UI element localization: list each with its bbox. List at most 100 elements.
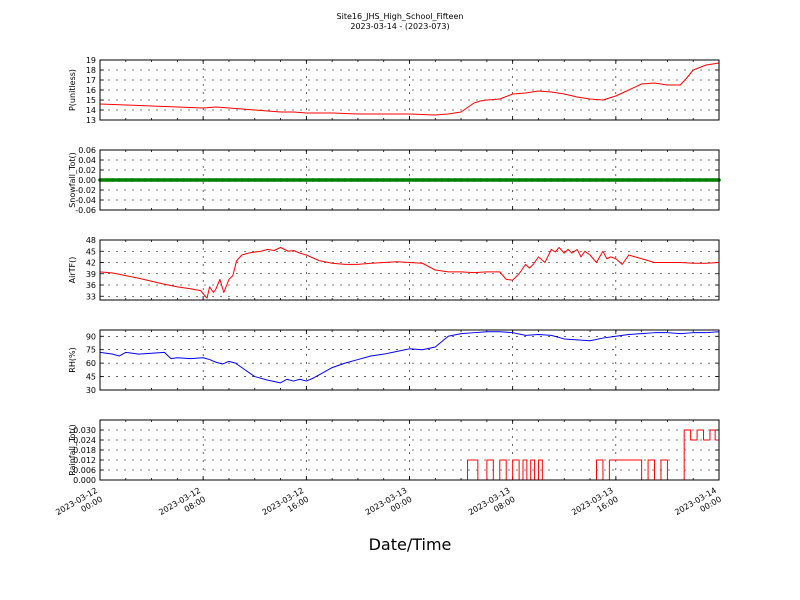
series-point xyxy=(220,178,225,182)
series-point xyxy=(433,178,438,182)
series-point xyxy=(317,178,322,182)
series-point xyxy=(639,178,644,182)
series-point xyxy=(536,178,541,182)
series-point xyxy=(427,178,431,182)
x-tick-label: 2023-03-1200:00 xyxy=(54,486,104,526)
series-point xyxy=(556,178,560,182)
series-point xyxy=(646,178,650,182)
y-tick-label: 14 xyxy=(86,106,96,115)
y-axis-label: Snowfall_Tot() xyxy=(68,152,77,208)
y-tick-label: -0.02 xyxy=(75,186,96,195)
series-point xyxy=(497,178,502,182)
series-point xyxy=(304,178,309,182)
series-point xyxy=(672,178,676,182)
series-point xyxy=(259,178,263,182)
y-tick-label: 15 xyxy=(86,96,96,105)
series-point xyxy=(504,178,509,182)
series-point xyxy=(175,178,180,182)
series-point xyxy=(549,178,554,182)
series-point xyxy=(472,178,476,182)
y-tick-label: 30 xyxy=(86,386,96,395)
series-point xyxy=(136,178,141,182)
series-point xyxy=(252,178,257,182)
series-point xyxy=(188,178,193,182)
x-tick-label: 2023-03-1208:00 xyxy=(157,486,207,526)
y-tick-label: 18 xyxy=(86,66,96,75)
panel-4: 30 45 60 75 90 RH(%) xyxy=(68,329,720,395)
series-point xyxy=(149,178,154,182)
series-point xyxy=(459,178,463,182)
series-point xyxy=(517,178,521,182)
panel-5: 0.0000.0060.0120.0180.0240.030Rainfall_T… xyxy=(68,419,720,485)
y-tick-label: 0.012 xyxy=(73,456,96,465)
panel-2: -0.06-0.04-0.020.000.020.040.06Snowfall_… xyxy=(68,146,721,215)
series-point xyxy=(336,178,341,182)
series-point xyxy=(407,178,412,182)
series-point xyxy=(143,178,147,182)
panel-frame xyxy=(99,149,720,211)
series-point xyxy=(691,178,696,182)
y-tick-label: 0.030 xyxy=(73,426,96,435)
series-point xyxy=(491,178,496,182)
chart-subtitle: 2023-03-14 - (2023-073) xyxy=(350,22,449,31)
series-point xyxy=(543,178,547,182)
series-point xyxy=(169,178,173,182)
series-point xyxy=(323,178,328,182)
series-point xyxy=(452,178,457,182)
y-tick-label: 19 xyxy=(86,56,96,65)
series-point xyxy=(478,178,483,182)
y-tick-label: 42 xyxy=(86,259,96,268)
series-point xyxy=(659,178,663,182)
series-point xyxy=(207,178,212,182)
y-tick-label: 75 xyxy=(86,346,96,355)
panel-frame xyxy=(99,59,720,121)
series-point xyxy=(201,178,205,182)
series-point xyxy=(684,178,689,182)
y-tick-label: 90 xyxy=(86,332,96,341)
series-point xyxy=(626,178,631,182)
series-point xyxy=(665,178,670,182)
series-point xyxy=(362,178,367,182)
panel-frame xyxy=(99,329,720,391)
series-point xyxy=(439,178,444,182)
series-point xyxy=(562,178,567,182)
series-point xyxy=(349,178,354,182)
y-tick-label: 60 xyxy=(86,359,96,368)
y-tick-label: 48 xyxy=(86,236,96,245)
series-point xyxy=(369,178,373,182)
x-tick-label: 2023-03-1316:00 xyxy=(570,486,620,526)
series-point xyxy=(194,178,199,182)
y-tick-label: 0.02 xyxy=(78,166,96,175)
series-point xyxy=(104,178,109,182)
y-tick-label: 33 xyxy=(86,292,96,301)
y-tick-label: 0.006 xyxy=(73,466,96,475)
series-point xyxy=(123,178,128,182)
series-point xyxy=(272,178,276,182)
chart-title: Site16_JHS_High_School_Fifteen xyxy=(337,12,464,21)
y-tick-label: 45 xyxy=(86,247,96,256)
series-point xyxy=(633,178,637,182)
panel-frame xyxy=(99,419,720,481)
series-point xyxy=(581,178,586,182)
series-point xyxy=(601,178,605,182)
series-point xyxy=(401,178,405,182)
y-tick-label: 0.06 xyxy=(78,146,96,155)
series-line xyxy=(100,429,719,481)
y-axis-label: AirTF() xyxy=(68,257,77,284)
panel-frame xyxy=(99,239,720,301)
series-point xyxy=(607,178,612,182)
series-line xyxy=(99,247,720,299)
series-line xyxy=(99,331,720,384)
series-point xyxy=(446,178,450,182)
series-point xyxy=(420,178,425,182)
series-point xyxy=(375,178,380,182)
series-point xyxy=(614,178,618,182)
series-point xyxy=(343,178,347,182)
y-tick-label: 36 xyxy=(86,281,96,290)
series-point xyxy=(620,178,625,182)
series-point xyxy=(678,178,683,182)
series-point xyxy=(594,178,599,182)
y-tick-label: 39 xyxy=(86,270,96,279)
